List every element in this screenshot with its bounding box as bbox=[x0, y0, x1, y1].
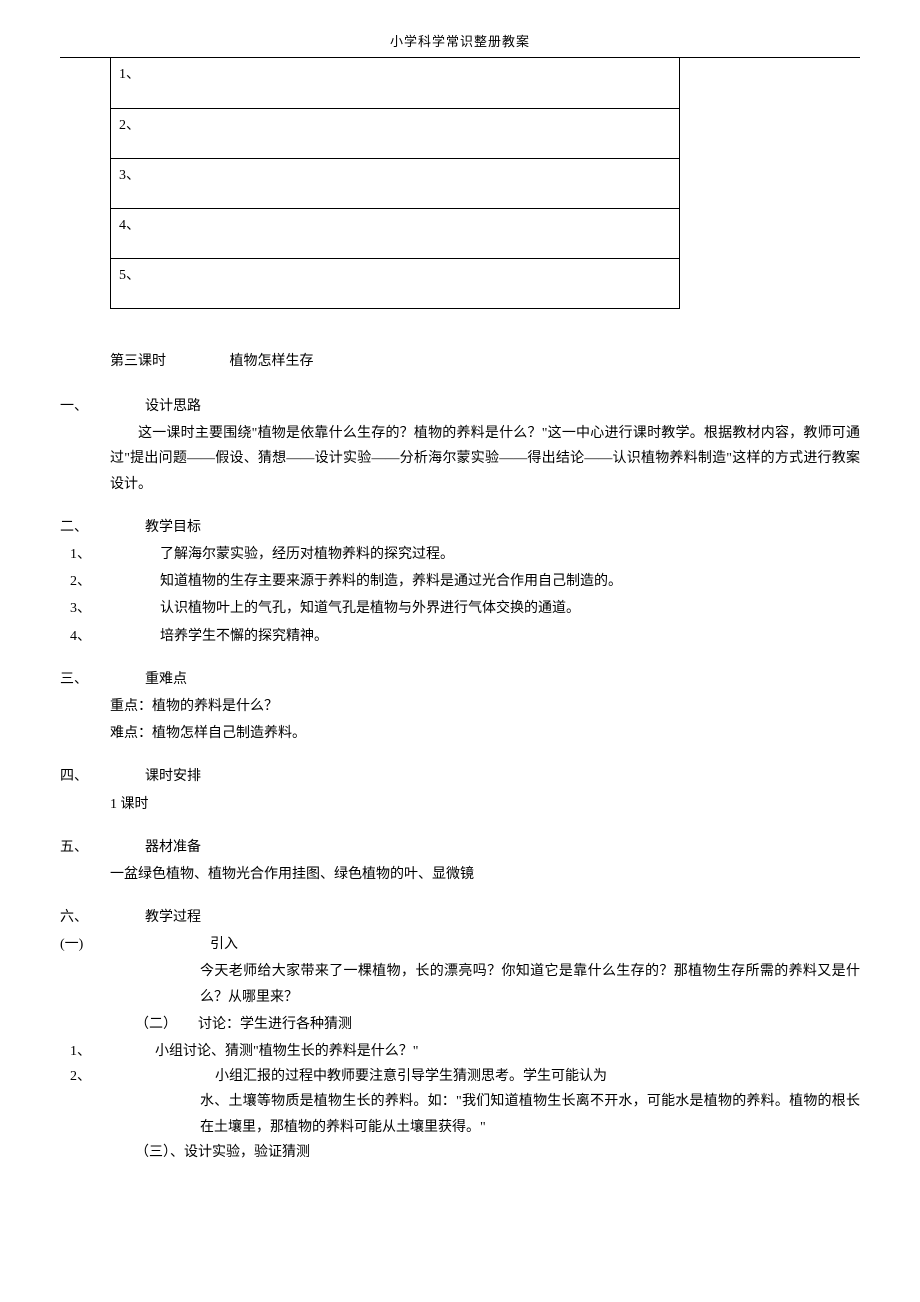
item-number: 1、 bbox=[70, 542, 160, 567]
list-item: 4、培养学生不懈的探究精神。 bbox=[70, 624, 860, 649]
section-heading: 四、课时安排 bbox=[60, 764, 860, 789]
table-row: 2、 bbox=[111, 108, 680, 158]
section-label: 重难点 bbox=[145, 667, 187, 692]
section-label: 教学过程 bbox=[145, 905, 201, 930]
section-number: 五、 bbox=[60, 835, 145, 860]
item-text: 了解海尔蒙实验，经历对植物养料的探究过程。 bbox=[160, 547, 454, 562]
section-label: 设计思路 bbox=[145, 394, 201, 419]
lesson-number: 第三课时 bbox=[110, 349, 166, 374]
section-number: 六、 bbox=[60, 905, 145, 930]
table-row: 3、 bbox=[111, 158, 680, 208]
section-heading: 六、教学过程 bbox=[60, 905, 860, 930]
list-item: 1、小组讨论、猜测"植物生长的养料是什么？" bbox=[70, 1039, 860, 1064]
paragraph: 1 课时 bbox=[110, 792, 860, 817]
section-number: 三、 bbox=[60, 667, 145, 692]
table-row: 1、 bbox=[111, 58, 680, 108]
paragraph: 重点：植物的养料是什么？ bbox=[110, 694, 860, 719]
paragraph: 一盆绿色植物、植物光合作用挂图、绿色植物的叶、显微镜 bbox=[110, 862, 860, 887]
table-row: 5、 bbox=[111, 258, 680, 308]
section-label: 器材准备 bbox=[145, 835, 201, 860]
section-label: 课时安排 bbox=[145, 764, 201, 789]
page-header-title: 小学科学常识整册教案 bbox=[60, 30, 860, 53]
subsection-heading: （三）、设计实验，验证猜测 bbox=[135, 1140, 860, 1165]
paragraph: 这一课时主要围绕"植物是依靠什么生存的？植物的养料是什么？"这一中心进行课时教学… bbox=[110, 421, 860, 497]
section-heading: 一、设计思路 bbox=[60, 394, 860, 419]
table-cell: 2、 bbox=[111, 108, 680, 158]
item-number: 1、 bbox=[70, 1039, 155, 1064]
table-cell: 3、 bbox=[111, 158, 680, 208]
item-text: 小组汇报的过程中教师要注意引导学生猜测思考。学生可能认为 bbox=[215, 1069, 607, 1084]
list-item: 1、了解海尔蒙实验，经历对植物养料的探究过程。 bbox=[70, 542, 860, 567]
section-number: 二、 bbox=[60, 515, 145, 540]
paragraph: 水、土壤等物质是植物生长的养料。如："我们知道植物生长离不开水，可能水是植物的养… bbox=[200, 1089, 860, 1139]
item-text: 知道植物的生存主要来源于养料的制造，养料是通过光合作用自己制造的。 bbox=[160, 574, 622, 589]
section-heading: 五、器材准备 bbox=[60, 835, 860, 860]
lesson-name: 植物怎样生存 bbox=[230, 349, 314, 374]
table-row: 4、 bbox=[111, 208, 680, 258]
subsection-number: (一) bbox=[60, 932, 210, 957]
subsection-heading: (一)引入 bbox=[60, 932, 860, 957]
section-number: 一、 bbox=[60, 394, 145, 419]
lesson-title: 第三课时 植物怎样生存 bbox=[110, 349, 860, 374]
item-number: 3、 bbox=[70, 596, 160, 621]
item-number: 4、 bbox=[70, 624, 160, 649]
table-cell: 1、 bbox=[111, 58, 680, 108]
subsection-label: 引入 bbox=[210, 932, 238, 957]
section-number: 四、 bbox=[60, 764, 145, 789]
paragraph: 难点：植物怎样自己制造养料。 bbox=[110, 721, 860, 746]
section-heading: 三、重难点 bbox=[60, 667, 860, 692]
list-item: 2、小组汇报的过程中教师要注意引导学生猜测思考。学生可能认为 bbox=[70, 1064, 860, 1089]
list-item: 3、认识植物叶上的气孔，知道气孔是植物与外界进行气体交换的通道。 bbox=[70, 596, 860, 621]
table-cell: 5、 bbox=[111, 258, 680, 308]
subsection-heading: （二） 讨论：学生进行各种猜测 bbox=[135, 1012, 860, 1037]
paragraph: 今天老师给大家带来了一棵植物，长的漂亮吗？你知道它是靠什么生存的？那植物生存所需… bbox=[200, 959, 860, 1009]
section-label: 教学目标 bbox=[145, 515, 201, 540]
list-item: 2、知道植物的生存主要来源于养料的制造，养料是通过光合作用自己制造的。 bbox=[70, 569, 860, 594]
item-number: 2、 bbox=[70, 1064, 215, 1089]
item-text: 培养学生不懈的探究精神。 bbox=[160, 629, 328, 644]
table-cell: 4、 bbox=[111, 208, 680, 258]
section-heading: 二、教学目标 bbox=[60, 515, 860, 540]
numbered-table: 1、 2、 3、 4、 5、 bbox=[110, 58, 680, 309]
item-text: 认识植物叶上的气孔，知道气孔是植物与外界进行气体交换的通道。 bbox=[160, 601, 580, 616]
item-number: 2、 bbox=[70, 569, 160, 594]
item-text: 小组讨论、猜测"植物生长的养料是什么？" bbox=[155, 1044, 418, 1059]
